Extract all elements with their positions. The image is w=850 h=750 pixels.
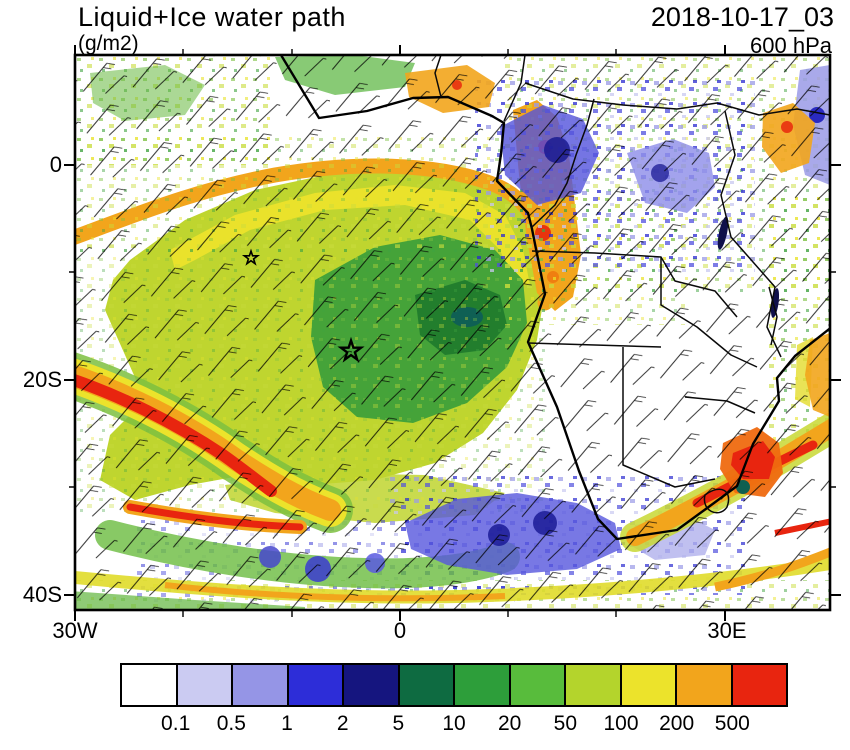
colorbar-cell: [399, 665, 455, 705]
plot-title: Liquid+Ice water path: [78, 2, 346, 32]
colorbar-label: 20: [497, 712, 522, 735]
x-axis-label-0: 0: [393, 618, 407, 643]
colorbar-cell: [677, 665, 733, 705]
y-axis-label-0: 0: [49, 152, 62, 177]
colorbar-cell: [732, 665, 786, 705]
colorbar-label: 5: [392, 712, 405, 735]
colorbar-cell: [566, 665, 622, 705]
color-field: [75, 55, 830, 610]
colorbar-label: 200: [659, 712, 695, 735]
colorbar-cell: [344, 665, 400, 705]
colorbar-label: 100: [603, 712, 639, 735]
colorbar-label: 2: [336, 712, 349, 735]
colorbar-label: 1: [281, 712, 293, 735]
colorbar-cell: [455, 665, 511, 705]
colorbar-cell: [233, 665, 289, 705]
map-frame: [73, 53, 832, 612]
colorbar-label: 0.1: [161, 712, 191, 735]
colorbar-label: 500: [714, 712, 750, 735]
colorbar-cell: [177, 665, 233, 705]
plot-units: (g/m2): [78, 32, 139, 55]
colorbar-label: 50: [553, 712, 578, 735]
colorbar-label: 10: [442, 712, 466, 735]
africa-coastline: [279, 55, 830, 541]
colorbar-cell: [621, 665, 677, 705]
map-canvas: [63, 43, 842, 622]
colorbar: [120, 663, 788, 707]
colorbar-label: 0.5: [216, 712, 246, 735]
x-axis-label-30w: 30W: [52, 618, 98, 643]
colorbar-cell: [122, 665, 178, 705]
wind-barbs-layer: [75, 55, 830, 610]
colorbar-cell: [288, 665, 344, 705]
axis-ticks: [64, 45, 841, 621]
y-axis-label-40s: 40S: [22, 582, 62, 607]
x-axis-label-30e: 30E: [707, 618, 747, 643]
colorbar-cell: [510, 665, 566, 705]
country-borders: [434, 55, 830, 514]
valid-datetime: 2018-10-17_03: [650, 2, 834, 32]
y-axis-label-20s: 20S: [22, 367, 62, 392]
